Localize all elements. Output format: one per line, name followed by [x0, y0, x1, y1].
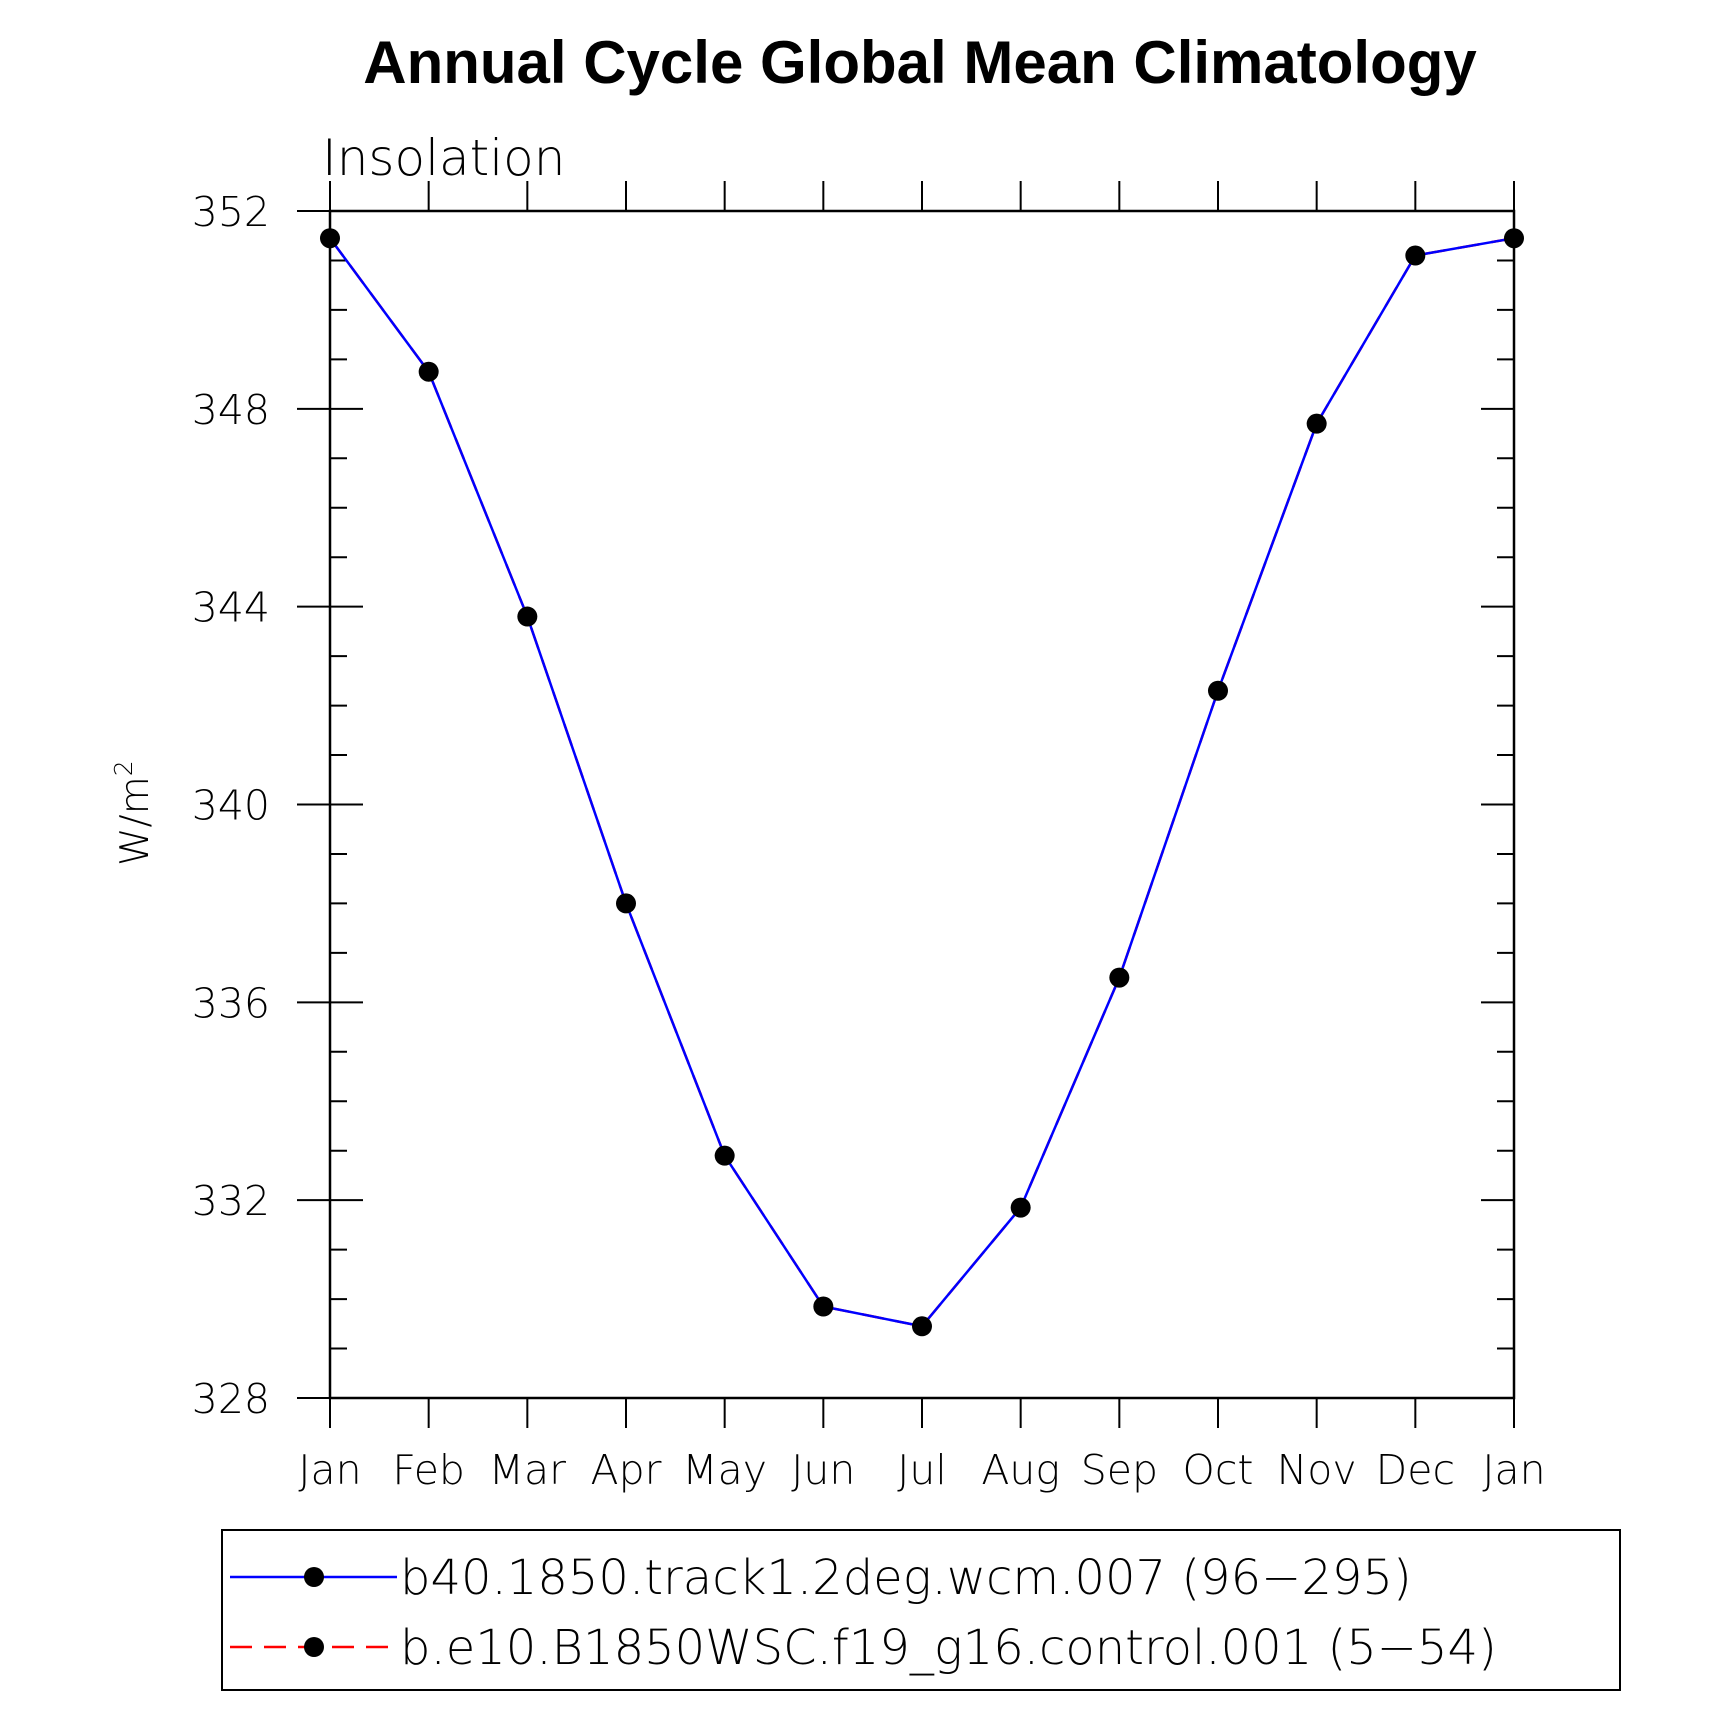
- legend-label-1: b40.1850.track1.2deg.wcm.007 (96−295): [400, 1550, 1412, 1606]
- data-point: [517, 606, 538, 627]
- x-axis-tick-labels: Jan Feb Mar Apr May Jun Jul Aug Sep Oct Nov Dec Jan: [298, 1446, 1545, 1494]
- x-tick-label: May: [682, 1446, 767, 1494]
- y-axis-label-superscript: 2: [109, 760, 138, 776]
- x-tick-label: Jan: [298, 1446, 361, 1494]
- x-tick-label: Jun: [791, 1446, 855, 1494]
- data-point: [1208, 680, 1228, 701]
- data-point: [616, 893, 636, 914]
- x-tick-label: Mar: [489, 1446, 566, 1494]
- legend-box: [221, 1529, 1621, 1691]
- x-tick-label: Nov: [1277, 1446, 1357, 1494]
- series-lines: [328, 236, 1515, 1328]
- y-tick-label: 336: [192, 979, 270, 1027]
- data-point: [320, 228, 340, 249]
- y-axis-tick-labels: 352 348 344 340 336 332 328: [192, 188, 270, 1423]
- legend: b40.1850.track1.2deg.wcm.007 (96−295) b.e…: [221, 1529, 1621, 1691]
- x-axis-ticks: [329, 181, 1515, 1428]
- legend-label-2: b.e10.B1850WSC.f19_g16.control.001 (5−54…: [400, 1620, 1497, 1676]
- x-tick-label: Oct: [1183, 1446, 1254, 1494]
- y-axis-ticks: [297, 210, 1514, 1399]
- data-point: [1405, 245, 1426, 266]
- x-tick-label: Jan: [1482, 1446, 1545, 1494]
- series-markers: [320, 228, 1524, 1337]
- x-tick-label: Jul: [897, 1446, 946, 1494]
- legend-entries: b40.1850.track1.2deg.wcm.007 (96−295) b.e…: [230, 1550, 1497, 1676]
- x-tick-label: Sep: [1081, 1446, 1158, 1494]
- legend-marker-1: [304, 1567, 324, 1587]
- data-point: [1306, 413, 1327, 434]
- data-point: [714, 1145, 735, 1166]
- series-line-2: [328, 236, 1515, 1328]
- data-point: [1504, 228, 1524, 249]
- chart-subtitle: Insolation: [322, 129, 565, 187]
- data-point: [1010, 1197, 1031, 1218]
- x-tick-label: Apr: [591, 1446, 662, 1494]
- chart-title: Annual Cycle Global Mean Climatology: [363, 29, 1477, 96]
- y-axis-label: W/m2: [109, 760, 158, 866]
- data-point: [418, 361, 439, 382]
- y-tick-label: 328: [192, 1375, 270, 1423]
- y-tick-label: 348: [192, 386, 270, 434]
- x-tick-label: Dec: [1376, 1446, 1455, 1494]
- data-point: [813, 1296, 834, 1317]
- y-tick-label: 340: [192, 782, 270, 830]
- data-point: [1109, 967, 1130, 988]
- x-tick-label: Feb: [392, 1446, 465, 1494]
- y-tick-label: 332: [192, 1177, 270, 1225]
- y-tick-label: 352: [192, 188, 270, 236]
- series-line-1: [328, 236, 1515, 1328]
- y-axis-label-unit: W/m: [113, 776, 158, 866]
- data-point: [912, 1316, 932, 1337]
- x-tick-label: Aug: [981, 1446, 1060, 1494]
- legend-marker-2: [304, 1637, 324, 1657]
- y-tick-label: 344: [192, 584, 270, 632]
